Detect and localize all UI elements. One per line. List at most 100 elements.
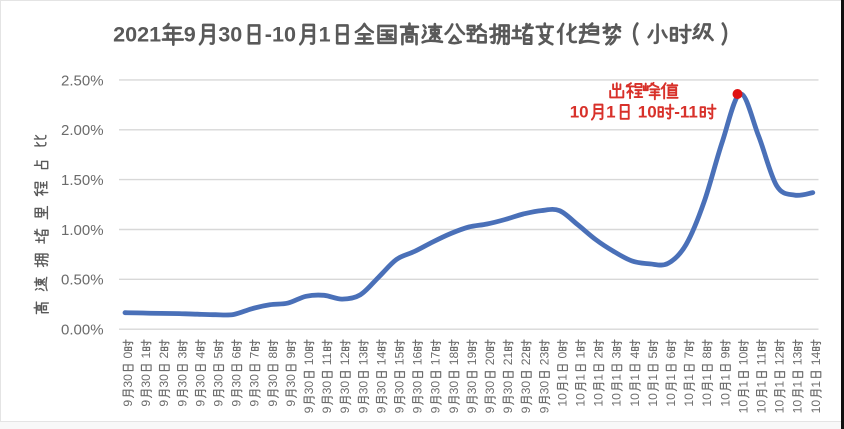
svg-text:1: 1 bbox=[606, 103, 615, 122]
svg-text:30: 30 bbox=[175, 374, 189, 388]
svg-text:10: 10 bbox=[700, 393, 714, 407]
svg-text:3: 3 bbox=[610, 352, 624, 359]
svg-text:-10: -10 bbox=[265, 22, 296, 47]
svg-text:30: 30 bbox=[121, 374, 135, 388]
svg-text:9: 9 bbox=[175, 400, 189, 407]
svg-text:30: 30 bbox=[519, 381, 533, 395]
svg-text:30: 30 bbox=[429, 381, 443, 395]
svg-text:0.00%: 0.00% bbox=[61, 322, 104, 339]
svg-text:9: 9 bbox=[184, 22, 196, 47]
svg-text:10: 10 bbox=[638, 103, 657, 122]
svg-text:5: 5 bbox=[646, 352, 660, 359]
svg-text:30: 30 bbox=[212, 374, 226, 388]
svg-text:9: 9 bbox=[139, 400, 153, 407]
svg-text:30: 30 bbox=[193, 374, 207, 388]
svg-text:1: 1 bbox=[555, 374, 569, 381]
svg-text:30: 30 bbox=[465, 381, 479, 395]
svg-text:9: 9 bbox=[447, 406, 461, 413]
svg-text:10: 10 bbox=[592, 393, 606, 407]
svg-text:10: 10 bbox=[809, 400, 823, 414]
svg-text:10: 10 bbox=[773, 400, 787, 414]
svg-text:14: 14 bbox=[809, 352, 823, 366]
svg-text:9: 9 bbox=[302, 406, 316, 413]
svg-text:10: 10 bbox=[570, 103, 589, 122]
svg-text:1: 1 bbox=[139, 352, 153, 359]
svg-text:1.50%: 1.50% bbox=[61, 172, 104, 189]
svg-text:30: 30 bbox=[374, 381, 388, 395]
svg-text:30: 30 bbox=[393, 381, 407, 395]
svg-text:4: 4 bbox=[193, 352, 207, 359]
svg-text:9: 9 bbox=[483, 406, 497, 413]
svg-text:16: 16 bbox=[411, 352, 425, 366]
svg-text:9: 9 bbox=[266, 400, 280, 407]
svg-text:10: 10 bbox=[646, 393, 660, 407]
svg-text:9: 9 bbox=[248, 400, 262, 407]
svg-text:9: 9 bbox=[212, 400, 226, 407]
svg-text:1: 1 bbox=[574, 374, 588, 381]
svg-text:23: 23 bbox=[537, 352, 551, 366]
svg-text:1: 1 bbox=[682, 374, 696, 381]
svg-text:10: 10 bbox=[628, 393, 642, 407]
svg-text:1: 1 bbox=[736, 381, 750, 388]
svg-text:8: 8 bbox=[266, 352, 280, 359]
svg-text:10: 10 bbox=[664, 393, 678, 407]
svg-text:11: 11 bbox=[755, 352, 769, 365]
svg-text:8: 8 bbox=[700, 352, 714, 359]
svg-text:2.00%: 2.00% bbox=[61, 122, 104, 139]
svg-text:1: 1 bbox=[574, 352, 588, 359]
svg-text:9: 9 bbox=[356, 406, 370, 413]
svg-text:30: 30 bbox=[139, 374, 153, 388]
svg-text:10: 10 bbox=[682, 393, 696, 407]
svg-text:10: 10 bbox=[755, 400, 769, 414]
svg-text:9: 9 bbox=[338, 406, 352, 413]
svg-text:13: 13 bbox=[791, 352, 805, 366]
svg-text:2: 2 bbox=[157, 352, 171, 359]
svg-text:12: 12 bbox=[773, 352, 787, 366]
svg-text:9: 9 bbox=[519, 406, 533, 413]
svg-text:14: 14 bbox=[374, 352, 388, 366]
svg-text:10: 10 bbox=[610, 393, 624, 407]
svg-text:9: 9 bbox=[429, 406, 443, 413]
svg-text:1: 1 bbox=[755, 381, 769, 388]
svg-text:20: 20 bbox=[483, 352, 497, 366]
svg-text:6: 6 bbox=[664, 352, 678, 359]
svg-text:9: 9 bbox=[230, 400, 244, 407]
svg-text:30: 30 bbox=[230, 374, 244, 388]
svg-text:1: 1 bbox=[610, 374, 624, 381]
svg-text:9: 9 bbox=[465, 406, 479, 413]
svg-text:1: 1 bbox=[773, 381, 787, 388]
svg-text:19: 19 bbox=[465, 352, 479, 366]
svg-text:7: 7 bbox=[682, 352, 696, 359]
svg-text:15: 15 bbox=[393, 352, 407, 366]
svg-text:7: 7 bbox=[248, 352, 262, 359]
svg-text:4: 4 bbox=[628, 352, 642, 359]
svg-text:9: 9 bbox=[393, 406, 407, 413]
svg-text:5: 5 bbox=[212, 352, 226, 359]
svg-text:18: 18 bbox=[447, 352, 461, 366]
svg-text:30: 30 bbox=[356, 381, 370, 395]
svg-text:0: 0 bbox=[555, 352, 569, 359]
svg-text:10: 10 bbox=[574, 393, 588, 407]
svg-text:1.00%: 1.00% bbox=[61, 222, 104, 239]
svg-text:30: 30 bbox=[320, 381, 334, 395]
svg-text:11: 11 bbox=[320, 352, 334, 365]
svg-text:0.50%: 0.50% bbox=[61, 272, 104, 289]
svg-text:9: 9 bbox=[284, 352, 298, 359]
svg-text:9: 9 bbox=[501, 406, 515, 413]
svg-text:1: 1 bbox=[809, 381, 823, 388]
svg-text:10: 10 bbox=[791, 400, 805, 414]
svg-text:10: 10 bbox=[718, 393, 732, 407]
svg-text:30: 30 bbox=[483, 381, 497, 395]
svg-text:30: 30 bbox=[266, 374, 280, 388]
svg-text:10: 10 bbox=[555, 393, 569, 407]
svg-text:1: 1 bbox=[718, 374, 732, 381]
svg-text:1: 1 bbox=[592, 374, 606, 381]
svg-text:1: 1 bbox=[664, 374, 678, 381]
svg-text:9: 9 bbox=[157, 400, 171, 407]
svg-text:9: 9 bbox=[537, 406, 551, 413]
svg-text:17: 17 bbox=[429, 352, 443, 366]
svg-text:30: 30 bbox=[447, 381, 461, 395]
svg-text:10: 10 bbox=[736, 352, 750, 366]
svg-text:21: 21 bbox=[501, 352, 515, 366]
svg-text:-11: -11 bbox=[674, 103, 698, 122]
